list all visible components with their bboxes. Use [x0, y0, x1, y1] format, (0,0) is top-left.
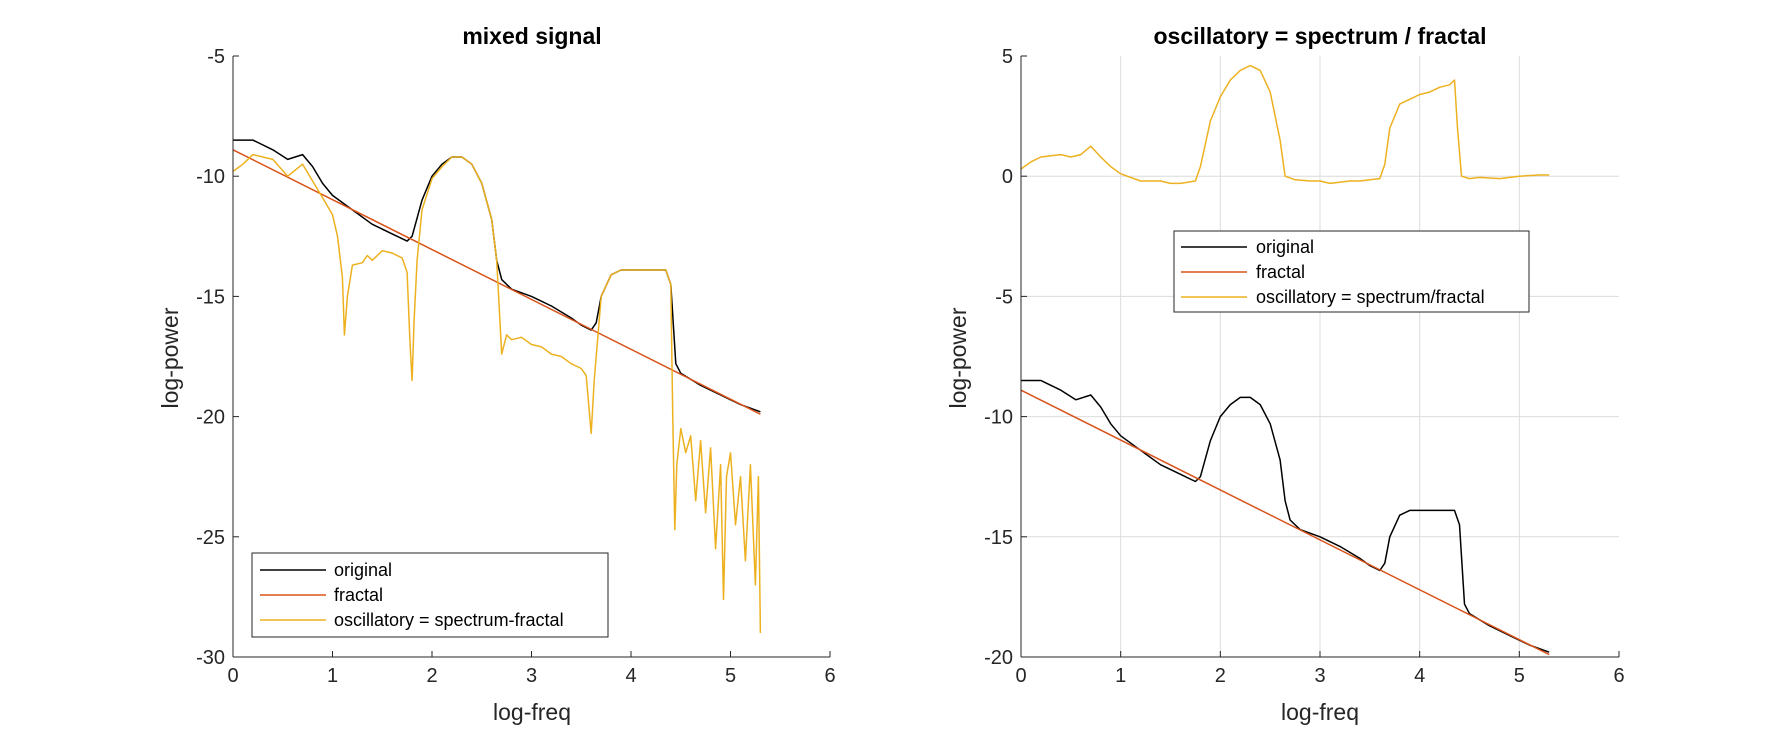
x-tick-label: 3 — [526, 665, 537, 687]
x-tick-label: 2 — [426, 665, 437, 687]
y-axis-label: log-power — [157, 307, 183, 408]
x-tick-label: 5 — [1514, 665, 1525, 687]
y-tick-label: 0 — [1002, 166, 1013, 188]
x-tick-label: 5 — [725, 665, 736, 687]
y-tick-label: -20 — [196, 407, 225, 429]
x-tick-label: 4 — [1414, 665, 1425, 687]
y-tick-label: -15 — [984, 527, 1013, 549]
y-tick-label: 5 — [1002, 46, 1013, 68]
legend-label-original: original — [1256, 237, 1314, 257]
series-line-fractal — [1020, 389, 1550, 656]
chart-mixed-signal: mixed signal 0 1 2 3 4 5 6 -30 -25 -20 -15 -10 -5 lo… — [157, 23, 836, 725]
series-line-oscillatory — [232, 153, 762, 634]
series-line-oscillatory — [1020, 64, 1550, 185]
x-tick-label: 0 — [227, 665, 238, 687]
x-axis-label: log-freq — [493, 699, 571, 725]
y-tick-label: -25 — [196, 527, 225, 549]
x-tick-label: 2 — [1215, 665, 1226, 687]
y-tick-label: -10 — [984, 407, 1013, 429]
x-tick-label: 6 — [824, 665, 835, 687]
x-axis-label: log-freq — [1281, 699, 1359, 725]
legend: original fractal oscillatory = spectrum/… — [1173, 230, 1530, 313]
x-tick-label: 1 — [327, 665, 338, 687]
plot-area: 0 1 2 3 4 5 6 -30 -25 -20 -15 -10 -5 — [196, 46, 835, 687]
chart-title: oscillatory = spectrum / fractal — [1154, 23, 1487, 49]
x-tick-label: 3 — [1314, 665, 1325, 687]
y-tick-label: -5 — [995, 286, 1013, 308]
x-tick-label: 1 — [1115, 665, 1126, 687]
legend-label-fractal: fractal — [1256, 262, 1305, 282]
legend-label-oscillatory: oscillatory = spectrum-fractal — [334, 610, 564, 630]
x-tick-label: 6 — [1613, 665, 1624, 687]
y-axis-label: log-power — [945, 307, 971, 408]
y-tick-label: -10 — [196, 166, 225, 188]
chart-title: mixed signal — [462, 23, 601, 49]
y-tick-label: -20 — [984, 647, 1013, 669]
chart-oscillatory: oscillatory = spectrum / fractal 0 1 2 3 4 5 6… — [945, 23, 1625, 725]
legend-label-oscillatory: oscillatory = spectrum/fractal — [1256, 287, 1485, 307]
legend-label-original: original — [334, 560, 392, 580]
y-tick-label: -5 — [207, 46, 225, 68]
legend-label-fractal: fractal — [334, 585, 383, 605]
x-tick-label: 4 — [625, 665, 636, 687]
y-tick-label: -30 — [196, 647, 225, 669]
plot-area: 0 1 2 3 4 5 6 -20 -15 -10 -5 0 5 — [984, 46, 1624, 687]
x-tick-label: 0 — [1015, 665, 1026, 687]
legend: original fractal oscillatory = spectrum-… — [251, 552, 609, 638]
series-line-original — [1021, 379, 1550, 653]
y-tick-label: -15 — [196, 286, 225, 308]
